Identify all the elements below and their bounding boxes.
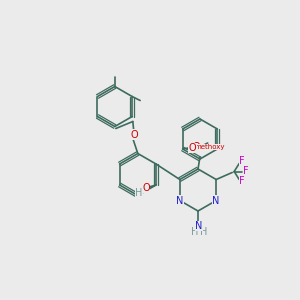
Text: methoxy: methoxy (194, 144, 225, 150)
Text: N: N (195, 221, 203, 231)
Text: O: O (189, 143, 196, 153)
Text: N: N (176, 196, 184, 206)
Text: H: H (200, 227, 208, 237)
Text: O: O (142, 183, 150, 193)
Text: F: F (243, 167, 249, 176)
Text: N: N (212, 196, 220, 206)
Text: O: O (130, 130, 138, 140)
Text: F: F (239, 176, 245, 187)
Text: F: F (239, 157, 245, 166)
Text: H: H (135, 188, 143, 198)
Text: H: H (191, 227, 199, 237)
Text: O: O (193, 142, 200, 152)
